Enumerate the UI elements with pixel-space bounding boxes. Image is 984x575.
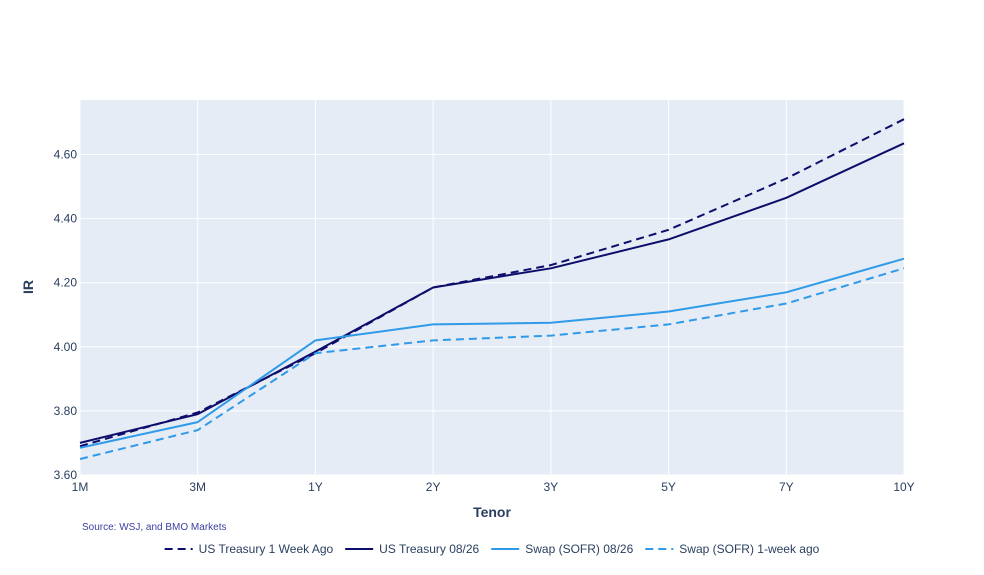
legend-label: Swap (SOFR) 08/26	[525, 542, 633, 556]
x-tick-label: 10Y	[893, 480, 914, 494]
series-line-2	[79, 142, 905, 444]
x-tick-label: 2Y	[426, 480, 441, 494]
y-tick-label: 4.20	[54, 276, 78, 290]
y-tick-label: 4.60	[54, 147, 78, 161]
y-axis-title: IR	[20, 280, 36, 294]
x-axis-title: Tenor	[473, 504, 511, 520]
legend-label: US Treasury 08/26	[379, 542, 479, 556]
series-lines	[79, 118, 905, 460]
x-tick-label: 7Y	[779, 480, 794, 494]
y-tick-label: 3.60	[54, 468, 78, 482]
y-tick-label: 4.00	[54, 340, 78, 354]
x-tick-labels: 1M 3M 1Y 2Y 3Y 5Y 7Y 10Y	[72, 480, 915, 494]
series-line-3	[79, 257, 905, 449]
y-tick-label: 3.80	[54, 404, 78, 418]
legend: US Treasury 1 Week Ago US Treasury 08/26 S…	[164, 542, 820, 556]
x-tick-label: 1M	[72, 480, 89, 494]
x-tick-label: 3Y	[544, 480, 559, 494]
y-tick-labels: 3.60 3.80 4.00 4.20 4.40 4.60	[54, 147, 78, 482]
x-gridlines	[79, 100, 905, 475]
source-annotation: Source: WSJ, and BMO Markets	[82, 522, 227, 533]
series-line-4	[79, 267, 905, 460]
legend-label: Swap (SOFR) 1-week ago	[679, 542, 819, 556]
x-tick-label: 5Y	[661, 480, 676, 494]
y-gridlines	[80, 153, 904, 476]
plot-background	[80, 100, 904, 475]
y-tick-label: 4.40	[54, 212, 78, 226]
legend-label: US Treasury 1 Week Ago	[199, 542, 334, 556]
x-tick-label: 1Y	[308, 480, 323, 494]
x-tick-label: 3M	[189, 480, 206, 494]
